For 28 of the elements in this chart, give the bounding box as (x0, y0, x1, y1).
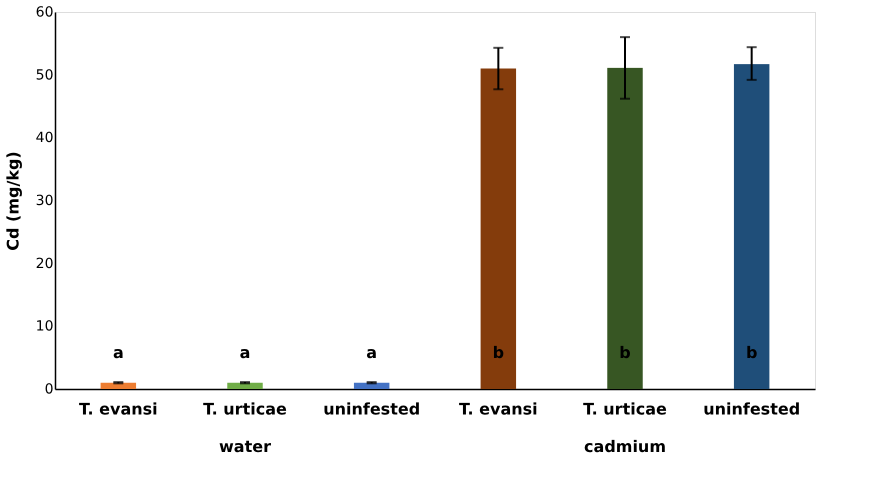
x-tick-label: uninfested (703, 400, 800, 418)
y-tick-label: 40 (36, 130, 54, 146)
x-tick-label: T. evansi (79, 400, 158, 418)
text: cadmium (584, 437, 666, 456)
y-tick-label: 30 (36, 193, 54, 209)
bar (227, 382, 263, 389)
annotation: b (492, 343, 504, 362)
bar (734, 64, 770, 389)
x-tick-label: T. urticae (203, 400, 287, 418)
y-tick-label: 20 (36, 256, 54, 272)
bar (607, 68, 643, 389)
y-tick-label: 10 (36, 318, 54, 335)
annotation: a (366, 343, 378, 362)
annotation: a (112, 343, 124, 362)
bar (480, 68, 516, 389)
annotation: a (240, 343, 250, 362)
annotation: b (746, 343, 758, 362)
y-axis-title: Cd (mg/kg) (4, 151, 23, 251)
y-tick-label: 0 (44, 382, 54, 398)
bar (354, 382, 390, 389)
text: water (219, 437, 272, 456)
x-tick-label: uninfested (323, 400, 420, 418)
y-tick-label: 60 (36, 4, 54, 20)
x-tick-label: T. urticae (583, 400, 667, 418)
x-tick-label: T. evansi (459, 400, 538, 418)
annotation: b (619, 343, 631, 362)
y-tick-label: 50 (36, 67, 54, 84)
bar (100, 382, 136, 389)
